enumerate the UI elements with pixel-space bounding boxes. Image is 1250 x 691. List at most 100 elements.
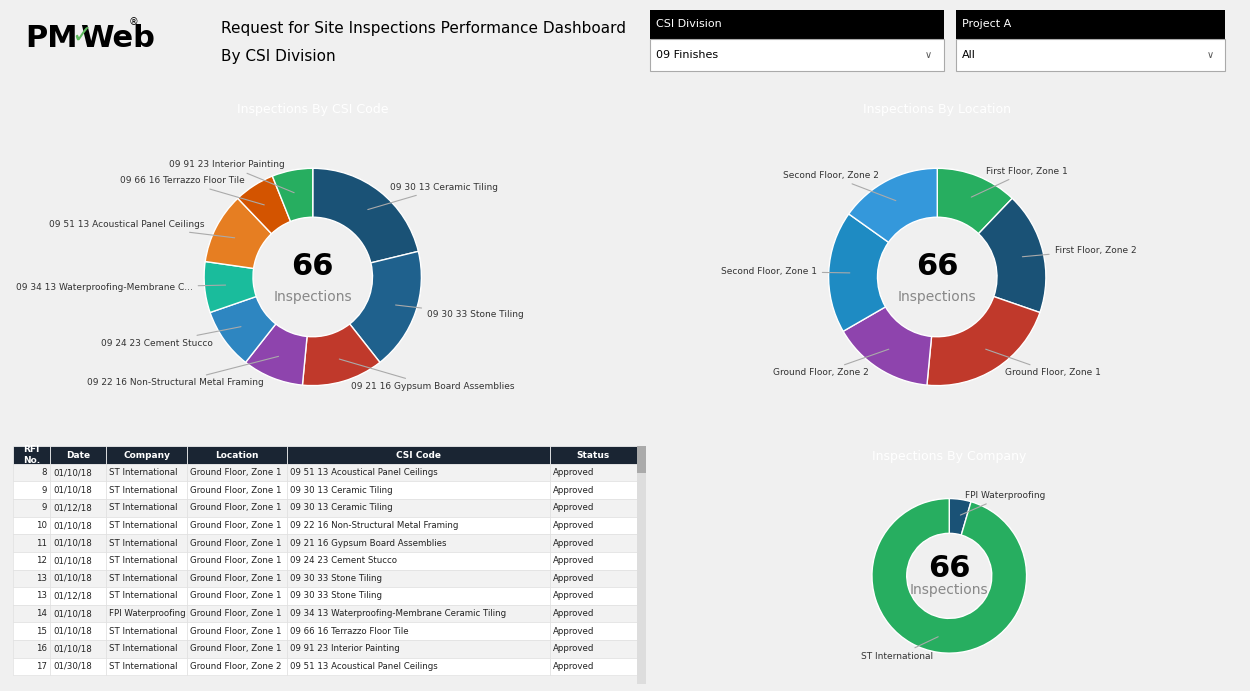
Bar <box>12 623 50 640</box>
Bar <box>188 552 288 569</box>
Text: 01/10/18: 01/10/18 <box>52 644 91 654</box>
Bar <box>106 552 188 569</box>
Bar <box>50 623 106 640</box>
Text: 09 30 13 Ceramic Tiling: 09 30 13 Ceramic Tiling <box>368 183 498 209</box>
Bar <box>188 446 288 464</box>
Text: ST International: ST International <box>109 504 177 513</box>
Bar <box>106 605 188 623</box>
Bar <box>288 499 550 517</box>
Text: Approved: Approved <box>552 609 594 618</box>
Bar <box>550 640 638 658</box>
Bar <box>106 482 188 499</box>
Wedge shape <box>979 198 1046 312</box>
Wedge shape <box>872 498 1026 653</box>
Bar <box>106 517 188 534</box>
Text: 09 Finishes: 09 Finishes <box>656 50 717 60</box>
Text: 09 34 13 Waterproofing-Membrane C...: 09 34 13 Waterproofing-Membrane C... <box>16 283 225 292</box>
Wedge shape <box>238 176 290 234</box>
Text: Approved: Approved <box>552 486 594 495</box>
Bar <box>50 658 106 675</box>
Bar <box>50 464 106 482</box>
Text: Date: Date <box>66 451 90 460</box>
Bar <box>50 569 106 587</box>
Text: Ground Floor, Zone 1: Ground Floor, Zone 1 <box>190 468 282 477</box>
Wedge shape <box>949 498 971 535</box>
Text: Approved: Approved <box>552 662 594 671</box>
Text: 01/10/18: 01/10/18 <box>52 521 91 530</box>
Bar <box>188 569 288 587</box>
Bar <box>288 552 550 569</box>
Wedge shape <box>350 252 421 362</box>
Bar <box>188 658 288 675</box>
Text: Second Floor, Zone 2: Second Floor, Zone 2 <box>782 171 896 200</box>
Bar <box>550 499 638 517</box>
Bar <box>288 446 550 464</box>
Text: 01/10/18: 01/10/18 <box>52 574 91 583</box>
Wedge shape <box>210 296 276 362</box>
Text: Ground Floor, Zone 1: Ground Floor, Zone 1 <box>190 609 282 618</box>
Text: Approved: Approved <box>552 539 594 548</box>
Text: 66: 66 <box>928 553 970 583</box>
Text: ∨: ∨ <box>925 50 932 60</box>
Text: 14: 14 <box>36 609 46 618</box>
Wedge shape <box>205 198 271 269</box>
Text: Ground Floor, Zone 1: Ground Floor, Zone 1 <box>190 539 282 548</box>
Text: Inspections: Inspections <box>910 583 989 597</box>
Bar <box>550 623 638 640</box>
Bar <box>638 446 646 684</box>
Bar <box>12 569 50 587</box>
Bar <box>188 640 288 658</box>
Bar <box>12 640 50 658</box>
Text: Approved: Approved <box>552 504 594 513</box>
Text: Inspections By CSI Code: Inspections By CSI Code <box>238 104 389 116</box>
Text: 09 34 13 Waterproofing-Membrane Ceramic Tiling: 09 34 13 Waterproofing-Membrane Ceramic … <box>290 609 506 618</box>
Bar <box>550 534 638 552</box>
Bar <box>550 587 638 605</box>
Text: 9: 9 <box>41 504 46 513</box>
Text: 09 66 16 Terrazzo Floor Tile: 09 66 16 Terrazzo Floor Tile <box>120 176 264 205</box>
Bar <box>12 499 50 517</box>
Bar <box>550 517 638 534</box>
Text: FPI Waterproofing: FPI Waterproofing <box>960 491 1046 515</box>
Text: 15: 15 <box>36 627 46 636</box>
Bar <box>188 482 288 499</box>
Text: 13: 13 <box>36 574 46 583</box>
FancyBboxPatch shape <box>956 39 1225 70</box>
Wedge shape <box>938 169 1013 234</box>
Text: Ground Floor, Zone 1: Ground Floor, Zone 1 <box>986 349 1101 377</box>
Text: Status: Status <box>576 451 610 460</box>
Text: 09 22 16 Non-Structural Metal Framing: 09 22 16 Non-Structural Metal Framing <box>290 521 459 530</box>
Bar <box>550 605 638 623</box>
Bar <box>12 534 50 552</box>
Text: 01/10/18: 01/10/18 <box>52 486 91 495</box>
Bar <box>550 552 638 569</box>
Text: Ground Floor, Zone 1: Ground Floor, Zone 1 <box>190 644 282 654</box>
Bar <box>106 587 188 605</box>
Bar <box>288 534 550 552</box>
Bar <box>288 482 550 499</box>
Text: 11: 11 <box>36 539 46 548</box>
Text: Inspections: Inspections <box>898 290 976 303</box>
Bar <box>50 552 106 569</box>
Text: 09 51 13 Acoustical Panel Ceilings: 09 51 13 Acoustical Panel Ceilings <box>290 468 439 477</box>
Text: ®: ® <box>129 17 139 28</box>
Text: 9: 9 <box>41 486 46 495</box>
Text: ST International: ST International <box>109 521 177 530</box>
Text: 09 30 33 Stone Tiling: 09 30 33 Stone Tiling <box>290 574 382 583</box>
Bar <box>12 658 50 675</box>
Text: 09 22 16 Non-Structural Metal Framing: 09 22 16 Non-Structural Metal Framing <box>88 357 279 388</box>
Text: Ground Floor, Zone 1: Ground Floor, Zone 1 <box>190 627 282 636</box>
Text: All: All <box>962 50 976 60</box>
Wedge shape <box>302 324 380 386</box>
Bar <box>50 534 106 552</box>
Text: Approved: Approved <box>552 468 594 477</box>
Bar <box>188 534 288 552</box>
Bar <box>106 446 188 464</box>
Text: Approved: Approved <box>552 591 594 600</box>
Wedge shape <box>204 261 256 312</box>
Bar <box>50 482 106 499</box>
Text: 09 30 13 Ceramic Tiling: 09 30 13 Ceramic Tiling <box>290 486 392 495</box>
Text: 09 91 23 Interior Painting: 09 91 23 Interior Painting <box>169 160 294 193</box>
Text: 09 30 33 Stone Tiling: 09 30 33 Stone Tiling <box>290 591 382 600</box>
Bar <box>188 517 288 534</box>
